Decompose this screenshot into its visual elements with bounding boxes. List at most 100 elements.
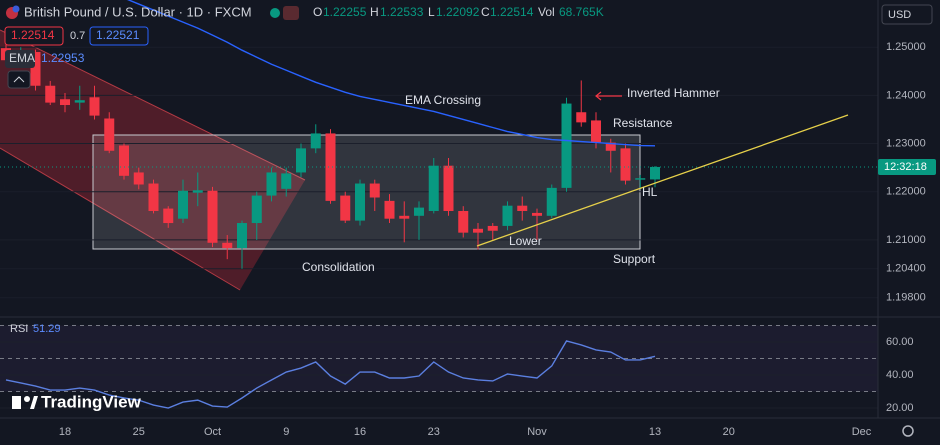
candle-body xyxy=(443,165,454,211)
ohlc-value: 68.765K xyxy=(559,5,604,19)
plot-area xyxy=(0,0,878,409)
candle-body xyxy=(532,212,542,216)
currency: USD xyxy=(888,9,911,21)
y2-tick-label: 40.00 xyxy=(886,369,914,381)
collapse-button[interactable] xyxy=(7,70,31,89)
settings-button[interactable] xyxy=(902,425,914,437)
annotation: HL xyxy=(642,185,658,199)
symbol-icon xyxy=(12,5,20,13)
candle-body xyxy=(458,210,469,233)
buy-button[interactable] xyxy=(89,26,149,46)
y2-tick-label: 20.00 xyxy=(886,402,914,414)
x-tick-label: 18 xyxy=(59,426,71,438)
candle-body xyxy=(650,166,660,180)
candle-body xyxy=(384,200,395,219)
y-tick-label: 1.19800 xyxy=(886,292,926,304)
candle-body xyxy=(310,133,321,149)
candle-body xyxy=(89,97,100,116)
candle-body xyxy=(296,148,306,173)
candle-body xyxy=(119,145,129,176)
candle-body xyxy=(222,242,233,249)
y2-tick-label: 60.00 xyxy=(886,336,914,348)
currency-select[interactable] xyxy=(881,4,933,25)
y-tick-label: 1.22000 xyxy=(886,186,926,198)
candle-body xyxy=(576,112,587,123)
candle-body xyxy=(30,52,41,86)
x-tick-label: Nov xyxy=(527,426,547,438)
annotation: EMA Crossing xyxy=(405,93,481,107)
ohlc-key: L xyxy=(428,5,435,19)
candle-body xyxy=(133,172,144,185)
candle-body xyxy=(517,205,528,211)
candle-body xyxy=(266,172,277,196)
logo-mark xyxy=(30,396,38,409)
candle-body xyxy=(399,215,410,219)
y-tick-label: 1.24000 xyxy=(886,89,926,101)
candle-body xyxy=(605,142,616,151)
status-badge[interactable] xyxy=(283,6,299,20)
annotation: Inverted Hammer xyxy=(627,86,720,100)
y-tick-label: 1.23000 xyxy=(886,137,926,149)
x-tick-label: Dec xyxy=(852,426,872,438)
ohlc-key: O xyxy=(313,5,322,19)
x-tick-label: Oct xyxy=(204,426,221,438)
annotation: Resistance xyxy=(613,116,673,130)
series-line xyxy=(5,340,656,409)
x-tick-label: 13 xyxy=(649,426,661,438)
candle-body xyxy=(281,173,292,189)
x-tick-label: 23 xyxy=(428,426,440,438)
candle-body xyxy=(178,190,188,219)
symbol-title: British Pound / U.S. Dollar · 1D · FXCM xyxy=(24,4,252,19)
candle-body xyxy=(502,205,513,226)
drawings xyxy=(0,29,641,291)
candle-body xyxy=(546,187,557,216)
price-tag xyxy=(878,158,936,175)
candle-body xyxy=(428,165,439,211)
candle-body xyxy=(207,190,218,243)
candle-body xyxy=(620,148,631,181)
candle-body xyxy=(74,100,85,103)
candle-body xyxy=(237,223,247,249)
candle-body xyxy=(148,183,159,211)
candle-body xyxy=(369,183,380,198)
sell-button[interactable] xyxy=(4,26,64,46)
ohlc-key: Vol xyxy=(538,5,555,19)
y-tick-label: 1.20400 xyxy=(886,263,926,275)
rsi-value: 51.29 xyxy=(33,323,61,335)
brand-name: TradingView xyxy=(41,392,142,411)
arrow-head xyxy=(595,91,602,101)
drawings-top: EMA Crossing Inverted Hammer Resistance … xyxy=(302,86,849,274)
candle-body xyxy=(60,99,70,106)
ohlc-value: 1.22533 xyxy=(380,5,424,19)
indicator-badge[interactable] xyxy=(5,50,35,68)
candle-body xyxy=(163,208,174,224)
x-tick-label: 9 xyxy=(283,426,289,438)
candle-body xyxy=(355,183,365,221)
ohlc-key: H xyxy=(370,5,379,19)
ema-value: 1.22953 xyxy=(41,51,85,65)
y-tick-label: 1.25000 xyxy=(886,41,926,53)
annotation: Support xyxy=(613,252,656,266)
annotation: Consolidation xyxy=(302,260,375,274)
chevron xyxy=(13,76,25,83)
candle-body xyxy=(340,195,351,221)
ohlc-value: 1.22514 xyxy=(490,5,534,19)
candle-body xyxy=(104,118,115,151)
logo-mark xyxy=(24,396,30,402)
y-tick-label: 1.21000 xyxy=(886,234,926,246)
countdown: 12:32:18 xyxy=(884,161,927,173)
candle-body xyxy=(561,103,572,188)
candle-body xyxy=(251,195,262,224)
x-tick-label: 16 xyxy=(354,426,366,438)
series-line xyxy=(126,0,656,147)
candle-body xyxy=(192,190,203,193)
status-dot[interactable] xyxy=(270,8,280,18)
candle-body xyxy=(487,225,498,231)
candle-body xyxy=(45,85,56,103)
candle-body xyxy=(325,133,336,201)
candle-body xyxy=(414,207,424,216)
candle-body xyxy=(591,120,601,143)
bid-price: 1.22514 xyxy=(11,28,55,42)
spread: 0.7 xyxy=(70,30,85,42)
